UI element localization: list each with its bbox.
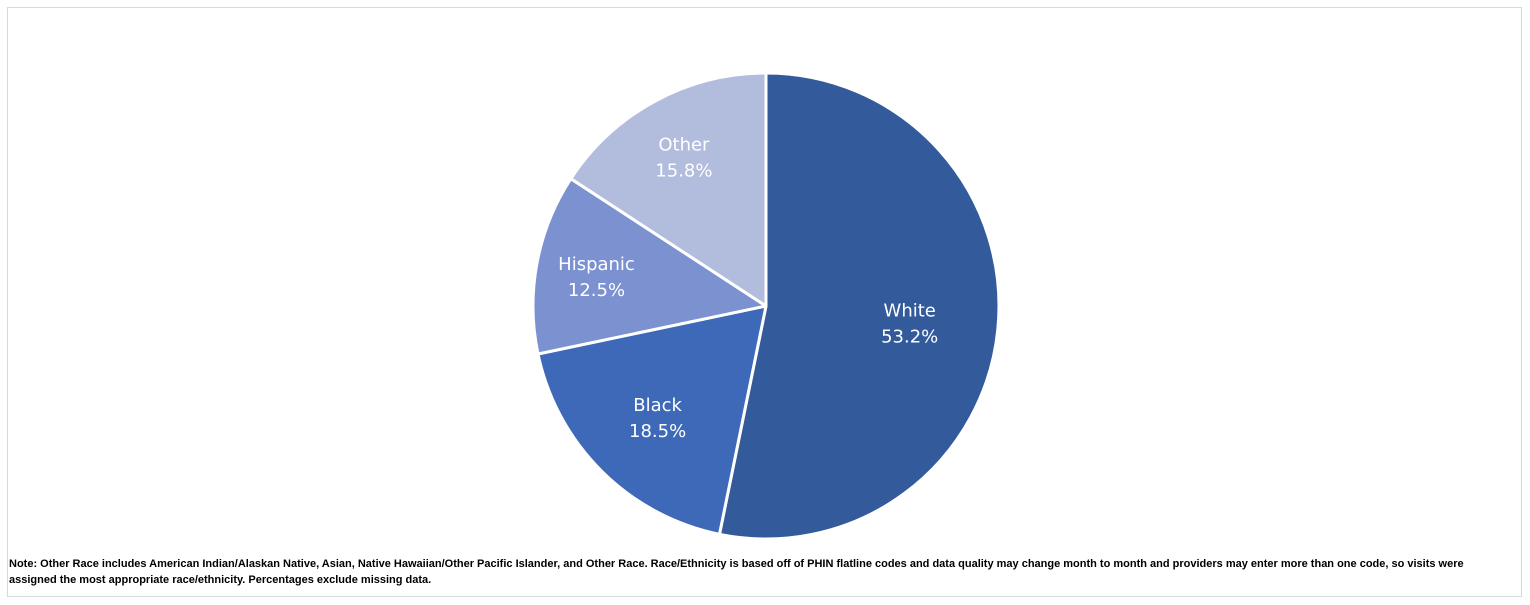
pie-label-percent: 12.5% bbox=[568, 280, 625, 301]
pie-label-white: White 53.2% bbox=[881, 301, 938, 348]
chart-note: Note: Other Race includes American India… bbox=[9, 558, 1464, 586]
pie-label-category: Hispanic bbox=[558, 254, 635, 275]
pie-label-percent: 18.5% bbox=[629, 421, 686, 442]
pie-labels: White 53.2% Black 18.5% Hispanic 12.5% Other 15… bbox=[558, 134, 938, 442]
pie-slice-black bbox=[536, 304, 768, 536]
pie-label-other: Other 15.8% bbox=[655, 134, 712, 181]
pie-label-category: Black bbox=[633, 395, 682, 416]
pie-label-category: Other bbox=[658, 134, 710, 155]
pie-label-category: White bbox=[884, 301, 936, 322]
pie-label-percent: 15.8% bbox=[655, 160, 712, 181]
pie-slices bbox=[531, 71, 1001, 541]
pie-label-black: Black 18.5% bbox=[629, 395, 686, 442]
pie-slice-hispanic bbox=[531, 177, 768, 356]
pie-label-hispanic: Hispanic 12.5% bbox=[558, 254, 635, 301]
pie-label-percent: 53.2% bbox=[881, 327, 938, 348]
pie-slice-other bbox=[569, 71, 768, 308]
pie-chart: White 53.2% Black 18.5% Hispanic 12.5% Other 15… bbox=[531, 71, 1001, 541]
pie-slice-white bbox=[717, 71, 1001, 541]
